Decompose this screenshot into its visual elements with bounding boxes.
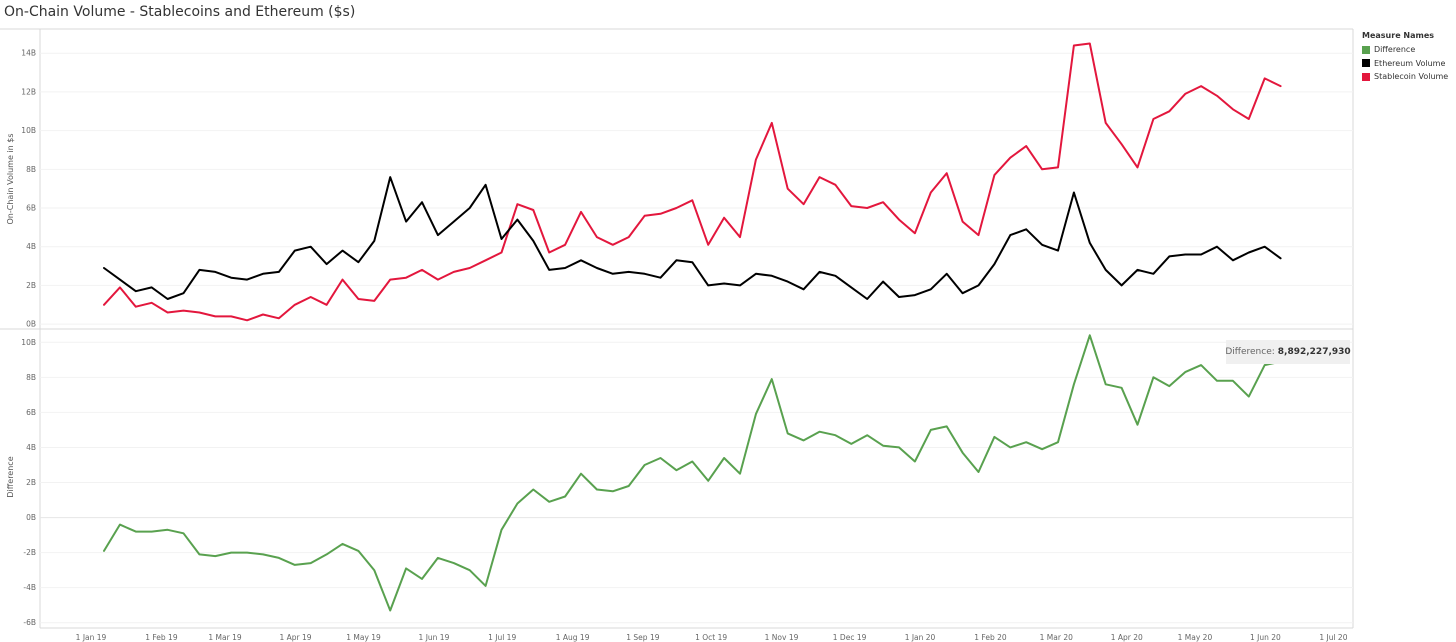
- series-line-stablecoin-volume: [103, 42, 1282, 322]
- legend-item-difference[interactable]: Difference: [1362, 43, 1448, 57]
- x-tick-label: 1 Jan 20: [905, 633, 936, 642]
- x-tick-label: 1 Nov 19: [765, 633, 799, 642]
- y-tick-label: -2B: [23, 548, 36, 557]
- legend-swatch-difference: [1362, 45, 1370, 54]
- series-line-ethereum-volume: [103, 176, 1282, 300]
- y-axis-title: Difference: [6, 456, 15, 497]
- x-tick-label: 1 Apr 19: [279, 633, 311, 642]
- y-tick-label: 10B: [21, 338, 36, 347]
- y-axis-title: On-Chain Volume in $s: [6, 133, 15, 224]
- x-tick-label: 1 Sep 19: [626, 633, 659, 642]
- legend-swatch-ethereum-volume: [1362, 59, 1370, 68]
- y-tick-label: 12B: [21, 87, 36, 96]
- y-tick-label: -4B: [23, 583, 36, 592]
- y-tick-label: 6B: [26, 408, 36, 417]
- x-tick-label: 1 Jan 19: [76, 633, 107, 642]
- legend-label-stablecoin-volume: Stablecoin Volume: [1374, 72, 1449, 82]
- y-tick-label: -6B: [23, 618, 36, 627]
- y-tick-label: 10B: [21, 126, 36, 135]
- x-tick-label: 1 Jul 20: [1319, 633, 1347, 642]
- y-tick-label: 4B: [26, 443, 36, 452]
- x-tick-label: 1 Jun 19: [419, 633, 450, 642]
- tooltip-label: Difference:: [1225, 347, 1275, 357]
- y-tick-label: 2B: [26, 478, 36, 487]
- x-tick-label: 1 Jun 20: [1250, 633, 1281, 642]
- tooltip: Difference: 8,892,227,930: [1225, 340, 1351, 364]
- y-tick-label: 14B: [21, 49, 36, 58]
- y-tick-label: 2B: [26, 281, 36, 290]
- y-tick-label: 4B: [26, 242, 36, 251]
- x-tick-label: 1 May 19: [346, 633, 381, 642]
- x-tick-label: 1 Mar 19: [208, 633, 241, 642]
- legend-label-difference: Difference: [1374, 45, 1416, 55]
- x-tick-label: 1 Feb 19: [145, 633, 178, 642]
- tooltip-value: 8,892,227,930: [1277, 347, 1351, 357]
- y-tick-label: 0B: [26, 513, 36, 522]
- x-tick-label: 1 Aug 19: [556, 633, 590, 642]
- chart-title: On-Chain Volume - Stablecoins and Ethere…: [4, 4, 356, 20]
- x-tick-label: 1 Dec 19: [833, 633, 867, 642]
- y-tick-label: 8B: [26, 373, 36, 382]
- y-tick-label: 0B: [26, 320, 36, 329]
- y-tick-label: 8B: [26, 165, 36, 174]
- x-tick-label: 1 Oct 19: [695, 633, 727, 642]
- y-tick-label: 6B: [26, 204, 36, 213]
- legend-label-ethereum-volume: Ethereum Volume: [1374, 58, 1446, 68]
- x-tick-label: 1 Feb 20: [974, 633, 1007, 642]
- legend-item-stablecoin-volume[interactable]: Stablecoin Volume: [1362, 70, 1448, 84]
- x-tick-label: 1 Mar 20: [1040, 633, 1073, 642]
- series-line-difference: [103, 334, 1282, 612]
- x-tick-label: 1 Jul 19: [488, 633, 516, 642]
- legend: Measure Names Difference Ethereum Volume…: [1362, 31, 1448, 84]
- x-tick-label: 1 Apr 20: [1111, 633, 1143, 642]
- x-tick-label: 1 May 20: [1178, 633, 1213, 642]
- legend-swatch-stablecoin-volume: [1362, 72, 1370, 81]
- legend-title: Measure Names: [1362, 31, 1435, 40]
- legend-item-ethereum-volume[interactable]: Ethereum Volume: [1362, 57, 1448, 71]
